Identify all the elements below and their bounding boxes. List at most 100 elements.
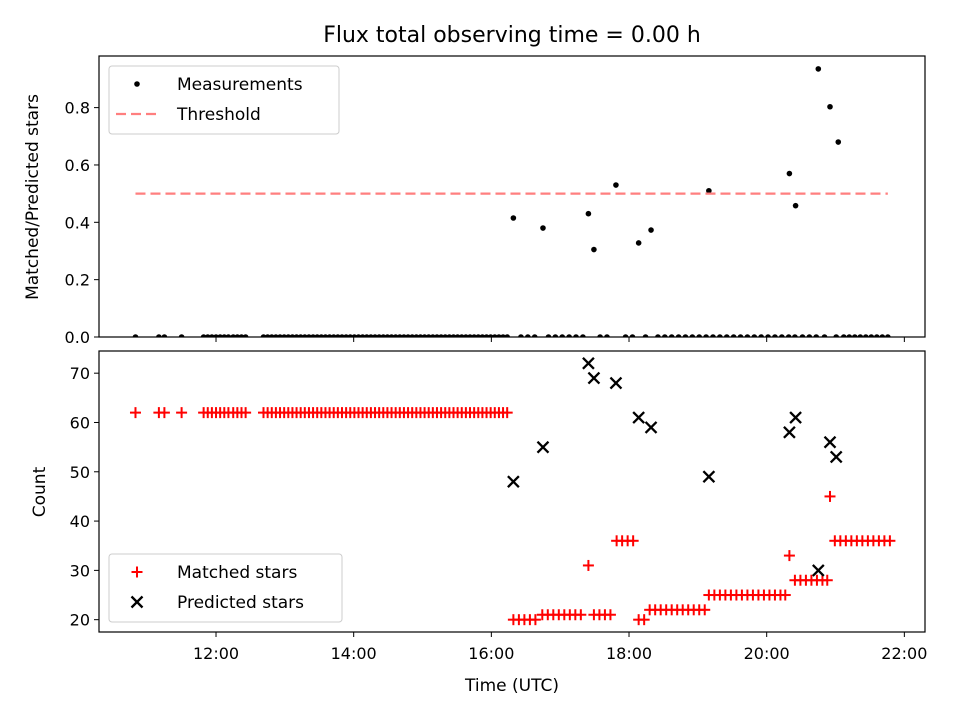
measurements-point bbox=[434, 334, 440, 337]
y-tick-label: 0.6 bbox=[65, 156, 90, 175]
measurements-point bbox=[710, 334, 716, 337]
measurements-point bbox=[559, 334, 566, 337]
measurements-point bbox=[662, 334, 668, 337]
measurements-point bbox=[200, 334, 207, 337]
measurements-point bbox=[744, 334, 751, 337]
measurements-point bbox=[359, 334, 366, 337]
legend-box bbox=[108, 553, 343, 623]
matched-stars-point bbox=[176, 407, 188, 419]
measurements-point bbox=[425, 334, 432, 337]
legend-box bbox=[108, 65, 340, 135]
measurements-point bbox=[737, 334, 744, 337]
measurements-point bbox=[281, 334, 287, 337]
measurements-point bbox=[178, 334, 185, 337]
measurements-point bbox=[475, 334, 482, 337]
predicted-stars-point bbox=[783, 426, 796, 439]
measurements-point bbox=[330, 334, 337, 337]
measurements-point bbox=[545, 334, 552, 337]
measurements-point bbox=[221, 334, 228, 337]
measurements-point bbox=[487, 334, 494, 337]
measurements-point bbox=[635, 240, 642, 246]
measurements-point bbox=[723, 334, 730, 337]
measurements-point bbox=[397, 334, 403, 337]
measurements-point bbox=[597, 334, 603, 337]
matched-stars-point bbox=[529, 614, 541, 626]
y-tick-label: 30 bbox=[70, 561, 90, 580]
y-tick-label: 20 bbox=[70, 611, 90, 630]
measurements-point bbox=[689, 334, 696, 337]
measurements-point bbox=[874, 334, 880, 337]
measurements-point bbox=[306, 334, 312, 337]
measurements-point bbox=[264, 334, 271, 337]
measurements-point bbox=[442, 334, 449, 337]
measurements-point bbox=[217, 334, 223, 337]
matched-stars-point bbox=[824, 490, 836, 502]
x-tick-label: 20:00 bbox=[744, 644, 790, 663]
measurements-point bbox=[238, 334, 245, 337]
measurements-point bbox=[510, 215, 517, 221]
measurements-point bbox=[314, 334, 321, 337]
measurements-point bbox=[355, 334, 362, 337]
measurements-point bbox=[682, 334, 689, 337]
measurements-point bbox=[339, 334, 345, 337]
x-tick-label: 18:00 bbox=[606, 644, 652, 663]
measurements-point bbox=[213, 334, 219, 337]
measurements-point bbox=[675, 334, 682, 337]
measurements-point bbox=[376, 334, 382, 337]
measurements-point bbox=[310, 334, 316, 337]
measurements-point bbox=[132, 334, 139, 337]
measurements-point bbox=[806, 334, 813, 337]
measurements-point bbox=[585, 210, 592, 217]
measurements-point bbox=[479, 334, 486, 337]
measurements-point bbox=[786, 170, 793, 177]
measurements-point bbox=[496, 334, 502, 337]
measurements-point bbox=[573, 334, 579, 337]
measurements-point bbox=[758, 334, 764, 337]
matched-stars-point bbox=[699, 604, 711, 616]
measurements-point bbox=[642, 334, 649, 337]
predicted-stars-point bbox=[536, 440, 550, 454]
predicted-stars-point bbox=[582, 357, 595, 370]
legend-label: Matched stars bbox=[177, 563, 297, 583]
measurements-point bbox=[792, 202, 799, 209]
matched-stars-point bbox=[779, 589, 791, 601]
lower-panel-counts: 20 30 40 50 60 70 Count Matched stars Predicte… bbox=[30, 350, 926, 637]
matched-stars-legend-marker bbox=[131, 566, 143, 578]
measurements-point bbox=[857, 334, 864, 337]
y-tick-label: 70 bbox=[70, 364, 90, 383]
measurements-point bbox=[655, 334, 661, 337]
measurements-point bbox=[401, 334, 407, 337]
measurements-point bbox=[322, 334, 329, 337]
measurements-point bbox=[730, 334, 737, 337]
measurements-point bbox=[821, 334, 828, 337]
measurements-point bbox=[604, 334, 610, 337]
measurements-point bbox=[405, 334, 411, 337]
measurements-point bbox=[421, 334, 428, 337]
measurements-point bbox=[343, 334, 349, 337]
measurements-point bbox=[696, 334, 703, 337]
measurements-point bbox=[703, 334, 709, 337]
measurements-point bbox=[388, 334, 395, 337]
measurements-point bbox=[430, 334, 436, 337]
predicted-stars-point bbox=[823, 435, 837, 449]
measurements-point bbox=[302, 334, 308, 337]
measurements-point bbox=[540, 225, 546, 231]
measurements-point bbox=[799, 334, 806, 337]
matched-stars-point bbox=[783, 550, 795, 562]
measurements-point bbox=[717, 334, 723, 337]
measurements-point bbox=[580, 334, 586, 337]
measurements-point bbox=[552, 334, 559, 337]
predicted-stars-point bbox=[811, 564, 825, 577]
predicted-stars-point bbox=[789, 411, 802, 424]
measurements-point bbox=[500, 334, 506, 337]
measurements-point bbox=[268, 334, 275, 337]
measurements-point bbox=[591, 246, 597, 253]
measurements-point bbox=[813, 334, 820, 337]
measurements-point bbox=[648, 227, 654, 233]
measurements-point bbox=[297, 334, 304, 337]
predicted-stars-point bbox=[702, 470, 716, 484]
measurements-point bbox=[815, 66, 822, 72]
y-tick-label: 0.8 bbox=[65, 99, 90, 118]
measurements-point bbox=[851, 334, 858, 337]
measurements-point bbox=[531, 334, 538, 337]
